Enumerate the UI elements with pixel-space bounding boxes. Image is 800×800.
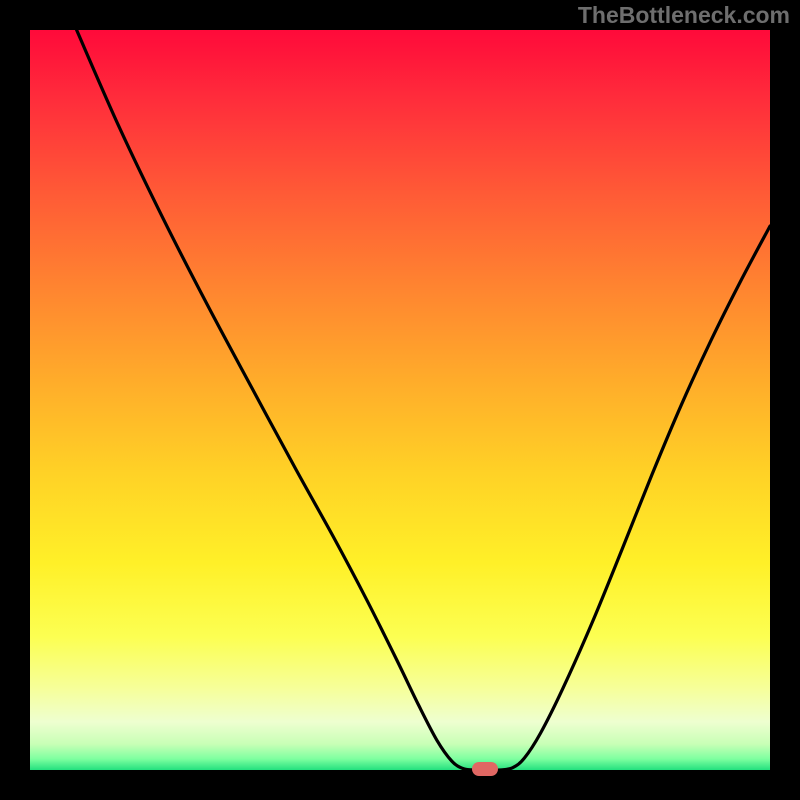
bottleneck-curve: [77, 30, 770, 770]
plot-area: [30, 30, 770, 770]
chart-frame: TheBottleneck.com: [0, 0, 800, 800]
watermark-text: TheBottleneck.com: [578, 2, 790, 29]
optimum-marker: [472, 762, 498, 776]
curve-svg: [30, 30, 770, 770]
